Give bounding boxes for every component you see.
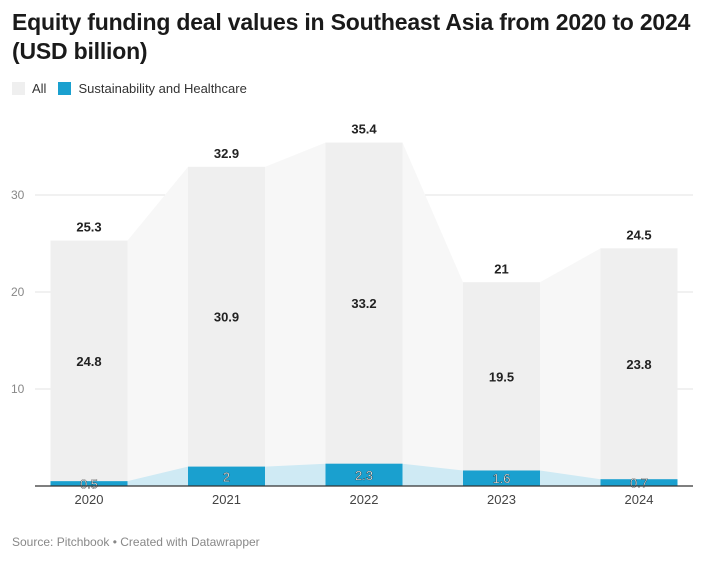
total-label-2024: 24.5 xyxy=(626,227,651,242)
bar-all-2024 xyxy=(600,248,678,486)
sustainability-label-2024: 0.7 xyxy=(630,476,648,491)
legend-label-sustainability: Sustainability and Healthcare xyxy=(78,81,247,96)
sustainability-label-2023: 1.6 xyxy=(492,471,510,486)
legend-label-all: All xyxy=(32,81,47,96)
bar-sustainability-2023 xyxy=(463,470,540,486)
total-label-2023: 21 xyxy=(494,261,508,276)
bar-all-2020 xyxy=(50,240,128,486)
segment-label-2021: 30.9 xyxy=(214,310,239,325)
chart-title: Equity funding deal values in Southeast … xyxy=(12,9,691,64)
segment-label-2024: 23.8 xyxy=(626,357,651,372)
x-tick-label-2023: 2023 xyxy=(487,492,516,507)
total-label-2022: 35.4 xyxy=(351,122,377,137)
segment-label-2020: 24.8 xyxy=(76,354,101,369)
bar-sustainability-2020 xyxy=(50,481,128,486)
bar-sustainability-2024 xyxy=(600,479,678,486)
y-tick-label-10: 10 xyxy=(11,382,25,396)
segment-label-2022: 33.2 xyxy=(351,296,376,311)
sustainability-label-2021: 2 xyxy=(223,469,230,484)
y-tick-label-20: 20 xyxy=(11,285,25,299)
x-tick-label-2022: 2022 xyxy=(350,492,379,507)
legend-swatch-sustainability xyxy=(58,82,72,95)
total-label-2021: 32.9 xyxy=(214,146,239,161)
x-tick-label-2021: 2021 xyxy=(212,492,241,507)
x-tick-label-2020: 2020 xyxy=(75,492,104,507)
total-label-2020: 25.3 xyxy=(76,220,101,235)
legend-item-all: All xyxy=(12,81,46,96)
sustainability-label-2020: 0.5 xyxy=(80,477,98,492)
legend-item-sustainability: Sustainability and Healthcare xyxy=(58,81,247,96)
legend-swatch-all xyxy=(12,82,25,95)
legend: All Sustainability and Healthcare xyxy=(12,81,259,96)
y-tick-label-30: 30 xyxy=(11,188,25,202)
segment-label-2023: 19.5 xyxy=(489,369,514,384)
bar-all-2022 xyxy=(325,142,403,486)
source-note: Source: Pitchbook • Created with Datawra… xyxy=(12,535,260,549)
sustainability-label-2022: 2.3 xyxy=(355,468,373,483)
bar-sustainability-2022 xyxy=(325,463,403,486)
x-tick-label-2024: 2024 xyxy=(625,492,654,507)
bar-sustainability-2021 xyxy=(188,466,265,486)
bar-all-2021 xyxy=(188,166,265,486)
bar-all-2023 xyxy=(463,282,540,486)
